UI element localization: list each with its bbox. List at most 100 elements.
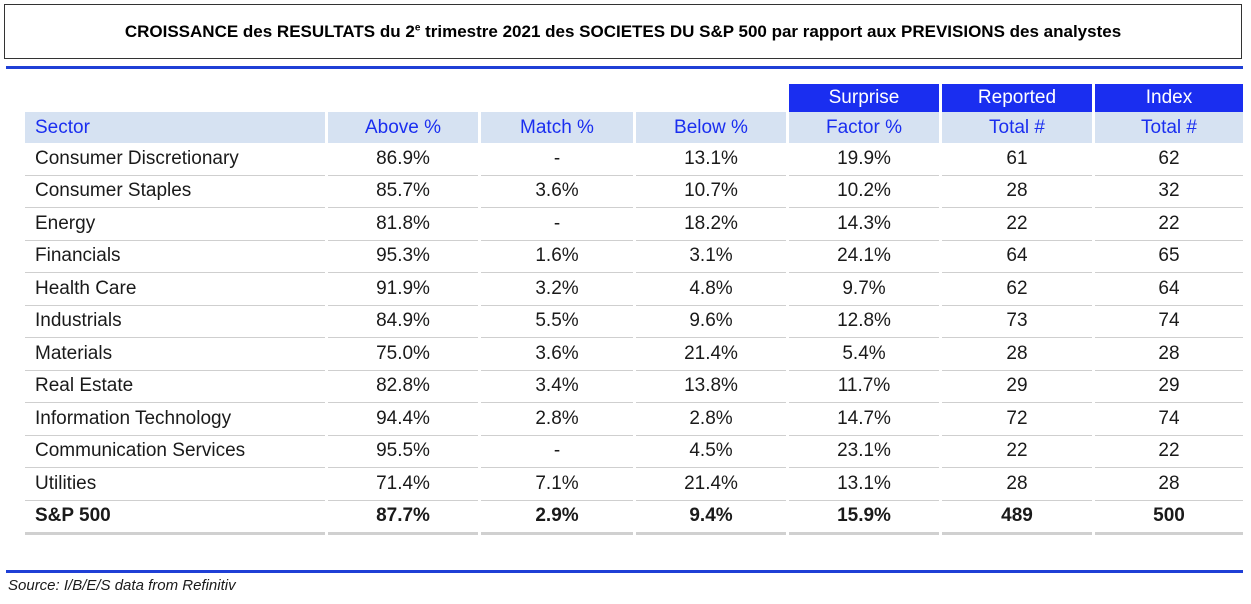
table-row: Consumer Discretionary 86.9% -13.1% 19.9% 61…: [25, 143, 1243, 176]
table-cell: 62: [942, 273, 1092, 306]
group-header-row: Surprise Reported Index: [25, 84, 1243, 112]
table-cell: 84.9%: [328, 306, 478, 338]
table-cell: 81.8%: [328, 208, 478, 241]
page-title: CROISSANCE des RESULTATS du 2e trimestre…: [4, 4, 1242, 59]
table-cell: 2.8%: [481, 403, 633, 436]
table-cell: 5.4%: [789, 338, 939, 371]
table-row: Health Care 91.9% 3.2% 4.8% 9.7% 62 64: [25, 273, 1243, 306]
table-cell: 2.8%: [636, 403, 786, 436]
table-cell: 71.4%: [328, 468, 478, 501]
table-cell: 4.5%: [636, 436, 786, 468]
table-cell: 64: [1095, 273, 1243, 306]
table-cell: -: [481, 143, 633, 176]
table-cell: 13.1%: [789, 468, 939, 501]
column-header: Sector: [25, 112, 325, 143]
group-header-surprise: Surprise: [789, 84, 939, 112]
sector-name: Information Technology: [25, 403, 325, 436]
table-row: Financials 95.3% 1.6% 3.1% 24.1% 64 65: [25, 241, 1243, 273]
table-cell: 13.8%: [636, 371, 786, 403]
table-cell: 95.5%: [328, 436, 478, 468]
group-header-index: Index: [1095, 84, 1243, 112]
table-cell: 62: [1095, 143, 1243, 176]
table-cell: 91.9%: [328, 273, 478, 306]
table-cell: 28: [942, 176, 1092, 208]
table-cell: 9.7%: [789, 273, 939, 306]
table-cell: 82.8%: [328, 371, 478, 403]
table-cell: 87.7%: [328, 501, 478, 535]
table-cell: 72: [942, 403, 1092, 436]
table-cell: 29: [942, 371, 1092, 403]
table-cell: 32: [1095, 176, 1243, 208]
table-cell: 28: [1095, 338, 1243, 371]
table-row: Energy 81.8% -18.2% 14.3% 22 22: [25, 208, 1243, 241]
table-row: Industrials 84.9% 5.5% 9.6% 12.8% 73 74: [25, 306, 1243, 338]
table-row: Real Estate 82.8% 3.4% 13.8% 11.7% 29 29: [25, 371, 1243, 403]
sector-name: Health Care: [25, 273, 325, 306]
table-cell: 21.4%: [636, 468, 786, 501]
table-cell: 74: [1095, 403, 1243, 436]
total-row: S&P 500 87.7% 2.9% 9.4% 15.9% 489 500: [25, 501, 1243, 535]
table-cell: 1.6%: [481, 241, 633, 273]
table-cell: 22: [1095, 208, 1243, 241]
table-row: Communication Services 95.5% -4.5% 23.1% 22 2…: [25, 436, 1243, 468]
table-cell: 14.3%: [789, 208, 939, 241]
column-header: Match %: [481, 112, 633, 143]
table-cell: -: [481, 208, 633, 241]
table-cell: 22: [942, 436, 1092, 468]
earnings-table: Surprise Reported Index Sector Above % M…: [22, 84, 1246, 535]
table-cell: 13.1%: [636, 143, 786, 176]
column-header-row: Sector Above % Match % Below % Factor % …: [25, 112, 1243, 143]
table-cell: 65: [1095, 241, 1243, 273]
table-cell: 94.4%: [328, 403, 478, 436]
table-cell: 12.8%: [789, 306, 939, 338]
table-cell: 18.2%: [636, 208, 786, 241]
table-cell: 2.9%: [481, 501, 633, 535]
column-header: Factor %: [789, 112, 939, 143]
sector-name: Communication Services: [25, 436, 325, 468]
table-cell: 28: [942, 468, 1092, 501]
table-cell: 7.1%: [481, 468, 633, 501]
table-cell: -: [481, 436, 633, 468]
table-cell: 10.7%: [636, 176, 786, 208]
table-cell: 3.1%: [636, 241, 786, 273]
column-header: Below %: [636, 112, 786, 143]
table-cell: 22: [942, 208, 1092, 241]
table-cell: 4.8%: [636, 273, 786, 306]
table-cell: 21.4%: [636, 338, 786, 371]
column-header: Total #: [942, 112, 1092, 143]
table-cell: 3.4%: [481, 371, 633, 403]
table-cell: 9.4%: [636, 501, 786, 535]
table-row: Information Technology 94.4% 2.8% 2.8% 14.7%…: [25, 403, 1243, 436]
top-rule: [6, 66, 1243, 69]
column-header: Total #: [1095, 112, 1243, 143]
table-cell: 23.1%: [789, 436, 939, 468]
table-body: Consumer Discretionary 86.9% -13.1% 19.9% 61…: [25, 143, 1243, 501]
table-cell: 11.7%: [789, 371, 939, 403]
table-cell: 29: [1095, 371, 1243, 403]
table-cell: 22: [1095, 436, 1243, 468]
table-cell: 73: [942, 306, 1092, 338]
table-cell: 3.2%: [481, 273, 633, 306]
bottom-rule: [6, 570, 1243, 573]
table-row: Consumer Staples 85.7% 3.6% 10.7% 10.2% 28 32: [25, 176, 1243, 208]
table-cell: 61: [942, 143, 1092, 176]
table-cell: 5.5%: [481, 306, 633, 338]
table-cell: 10.2%: [789, 176, 939, 208]
table-cell: 28: [942, 338, 1092, 371]
table-cell: 3.6%: [481, 176, 633, 208]
sector-name: Financials: [25, 241, 325, 273]
table-cell: 19.9%: [789, 143, 939, 176]
table-cell: 500: [1095, 501, 1243, 535]
table-cell: S&P 500: [25, 501, 325, 535]
sector-name: Energy: [25, 208, 325, 241]
table-cell: 95.3%: [328, 241, 478, 273]
table-row: Materials 75.0% 3.6% 21.4% 5.4% 28 28: [25, 338, 1243, 371]
table-cell: 489: [942, 501, 1092, 535]
sector-name: Consumer Discretionary: [25, 143, 325, 176]
table-cell: 74: [1095, 306, 1243, 338]
table-cell: 3.6%: [481, 338, 633, 371]
table-cell: 86.9%: [328, 143, 478, 176]
table-cell: 64: [942, 241, 1092, 273]
sector-name: Consumer Staples: [25, 176, 325, 208]
sector-name: Materials: [25, 338, 325, 371]
